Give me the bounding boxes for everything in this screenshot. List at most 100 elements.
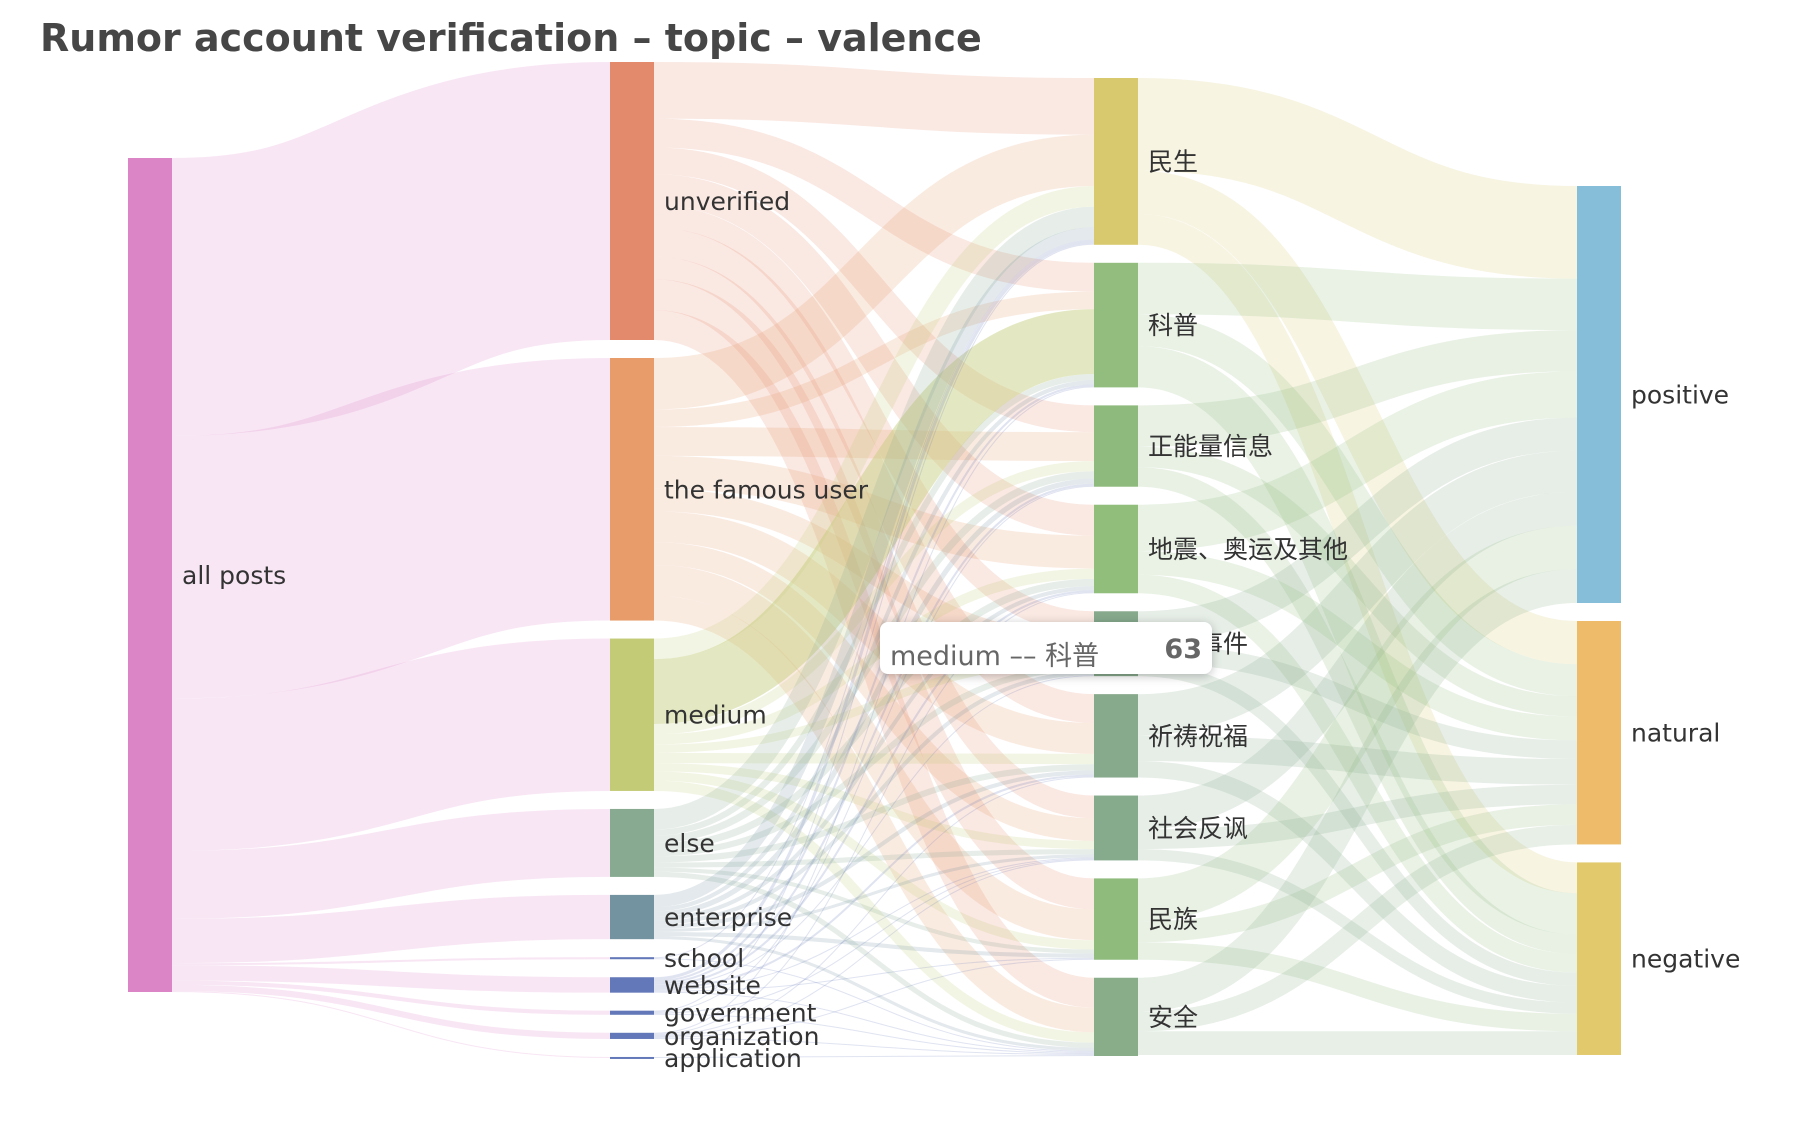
link-14-21[interactable] [1137,551,1578,741]
link-0-4[interactable] [171,808,611,919]
link-1-16[interactable] [653,227,1095,723]
node-1[interactable] [610,62,654,340]
node-10[interactable] [610,1056,654,1059]
link-19-20[interactable] [1137,569,1578,1012]
node-7[interactable] [610,977,654,993]
link-3-18[interactable] [653,771,1095,950]
link-10-19[interactable] [653,1054,1095,1059]
node-19[interactable] [1094,977,1138,1056]
link-3-12[interactable] [652,309,1096,725]
link-16-21[interactable] [1137,735,1578,785]
node-14[interactable] [1094,504,1138,594]
link-2-14[interactable] [653,455,1095,569]
node-21[interactable] [1577,621,1621,845]
link-5-14[interactable] [653,586,1095,921]
link-4-19[interactable] [653,871,1095,1048]
link-0-6[interactable] [171,957,611,966]
link-2-13[interactable] [653,426,1095,461]
link-13-20[interactable] [1137,330,1578,447]
link-1-17[interactable] [653,256,1095,819]
link-0-5[interactable] [171,894,611,964]
link-5-18[interactable] [653,931,1095,958]
link-0-8[interactable] [171,980,611,1015]
link-7-19[interactable] [653,991,1095,1053]
link-5-17[interactable] [653,854,1095,932]
link-0-1[interactable] [170,62,612,436]
link-7-14[interactable] [653,590,1095,987]
link-13-22[interactable] [1137,467,1578,955]
link-2-17[interactable] [653,542,1095,841]
link-4-11[interactable] [653,206,1095,830]
link-16-22[interactable] [1137,761,1578,1003]
node-0[interactable] [128,158,172,992]
link-1-12[interactable] [653,118,1095,292]
link-3-19[interactable] [653,780,1095,1043]
link-4-14[interactable] [653,578,1095,851]
node-8[interactable] [610,1010,654,1015]
link-2-18[interactable] [653,564,1095,941]
link-6-19[interactable] [653,958,1095,1052]
link-7-13[interactable] [653,483,1095,985]
link-4-13[interactable] [653,471,1095,843]
link-8-19[interactable] [653,1013,1095,1054]
link-17-21[interactable] [1137,784,1578,850]
link-19-21[interactable] [1137,824,1578,1032]
node-11[interactable] [1094,78,1138,245]
link-3-17[interactable] [653,763,1095,850]
link-4-12[interactable] [653,374,1095,836]
link-9-16[interactable] [653,776,1095,1036]
link-4-15[interactable] [653,664,1095,857]
link-2-19[interactable] [653,595,1095,1033]
link-18-22[interactable] [1137,942,1578,1032]
link-0-3[interactable] [171,638,611,851]
node-2[interactable] [610,358,654,621]
link-5-13[interactable] [653,478,1095,917]
link-2-12[interactable] [653,291,1095,427]
node-18[interactable] [1094,878,1138,960]
link-0-9[interactable] [171,984,611,1039]
link-15-21[interactable] [1137,644,1578,759]
link-4-16[interactable] [653,764,1095,863]
link-11-22[interactable] [1137,213,1578,894]
link-13-21[interactable] [1137,446,1578,717]
link-1-15[interactable] [653,205,1095,634]
node-6[interactable] [610,957,654,960]
link-7-17[interactable] [653,857,1095,991]
link-18-20[interactable] [1137,525,1578,922]
link-9-14[interactable] [653,592,1095,1035]
node-20[interactable] [1577,186,1621,603]
link-2-16[interactable] [653,511,1095,754]
link-1-11[interactable] [653,62,1095,135]
node-17[interactable] [1094,795,1138,861]
link-4-17[interactable] [653,849,1095,868]
link-5-16[interactable] [653,770,1095,929]
node-4[interactable] [610,808,654,877]
link-7-16[interactable] [653,774,1095,990]
link-9-18[interactable] [653,958,1095,1038]
link-12-20[interactable] [1137,262,1578,331]
link-4-18[interactable] [653,867,1095,954]
link-9-19[interactable] [653,1037,1095,1055]
link-9-17[interactable] [653,859,1095,1037]
link-0-2[interactable] [170,358,612,699]
link-0-7[interactable] [171,965,611,993]
link-7-11[interactable] [653,240,1095,981]
node-12[interactable] [1094,262,1138,388]
link-7-18[interactable] [653,957,1095,992]
link-7-12[interactable] [653,384,1095,983]
link-8-13[interactable] [653,485,1095,1013]
link-6-11[interactable] [653,239,1095,959]
link-1-18[interactable] [653,279,1095,910]
link-15-22[interactable] [1137,662,1578,986]
link-7-15[interactable] [653,675,1095,988]
link-18-21[interactable] [1137,804,1578,943]
node-5[interactable] [610,894,654,940]
link-1-14[interactable] [653,174,1095,536]
link-15-20[interactable] [1137,417,1578,645]
link-3-13[interactable] [653,460,1095,735]
node-22[interactable] [1577,862,1621,1055]
link-2-11[interactable] [653,134,1095,410]
link-14-20[interactable] [1137,371,1578,552]
node-13[interactable] [1094,405,1138,487]
link-5-15[interactable] [653,670,1095,925]
